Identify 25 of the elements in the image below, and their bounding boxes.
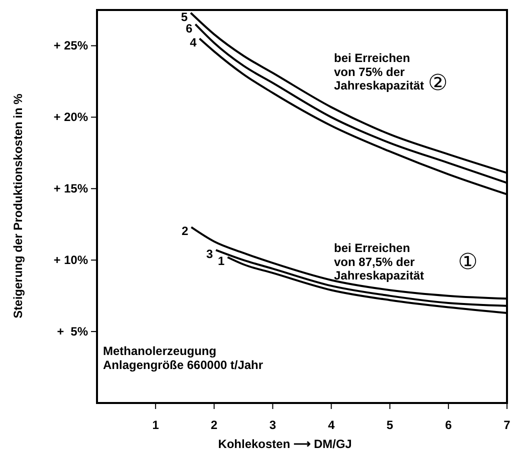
series-label: 6 xyxy=(186,21,193,36)
annotation: bei Erreichen von 75% der Jahreskapazität xyxy=(334,51,424,93)
annotation: ① xyxy=(458,249,478,274)
x-tick-label: 7 xyxy=(504,418,511,432)
y-tick-label: + 20% xyxy=(54,110,88,124)
y-axis-title: Steigerung der Produktionskosten in % xyxy=(11,93,25,318)
x-tick-label: 2 xyxy=(210,418,218,432)
x-tick-label: 5 xyxy=(386,418,394,432)
series-label: 1 xyxy=(218,254,225,268)
annotation: ② xyxy=(428,70,448,95)
y-tick-label: + 25% xyxy=(54,38,88,53)
y-tick-label: + 10% xyxy=(54,252,88,267)
annotation: Methanolerzeugung Anlagengröße 660000 t/Jahr xyxy=(103,344,264,372)
x-tick-label: 6 xyxy=(445,418,452,432)
y-tick-label: + 15% xyxy=(54,181,88,196)
series-label: 4 xyxy=(190,36,197,50)
x-axis-title: Kohlekosten ⟶ DM/GJ xyxy=(218,437,352,451)
y-tick-label: + 5% xyxy=(56,324,88,338)
annotation: bei Erreichen von 87,5% der Jahreskapazität xyxy=(334,241,424,283)
series-label: 5 xyxy=(181,10,188,24)
x-tick-label: 3 xyxy=(269,418,276,432)
series-label: 3 xyxy=(206,247,214,262)
series-label: 2 xyxy=(182,224,189,238)
x-tick-label: 1 xyxy=(152,418,160,432)
x-tick-label: 4 xyxy=(328,418,335,432)
